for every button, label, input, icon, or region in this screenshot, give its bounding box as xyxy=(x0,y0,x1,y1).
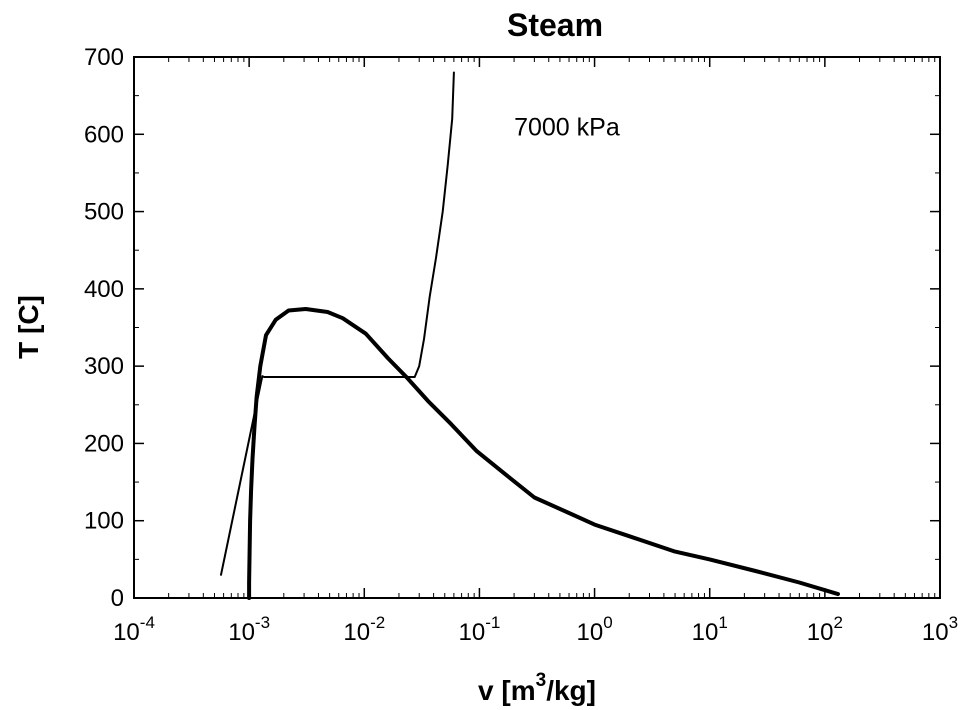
y-tick-label: 600 xyxy=(84,121,124,148)
series-layer xyxy=(220,71,840,600)
x-axis-label-prefix: v [m xyxy=(478,675,536,706)
y-tick-label: 400 xyxy=(84,276,124,303)
y-tick-label: 300 xyxy=(84,353,124,380)
x-tick-label: 10-2 xyxy=(343,613,385,646)
x-tick-label: 101 xyxy=(692,613,728,646)
x-axis-label-suffix: /kg] xyxy=(546,675,596,706)
axis-tick-labels: 10-4 10-3 10-2 10-1 100 101 102 103 0 100 200 300 40… xyxy=(84,44,958,646)
isobar-annotation: 7000 kPa xyxy=(514,114,620,142)
x-tick-label: 103 xyxy=(922,613,958,646)
y-tick-label: 100 xyxy=(84,508,124,535)
y-tick-label: 200 xyxy=(84,430,124,457)
x-tick-label: 10-4 xyxy=(113,613,155,646)
x-tick-label: 102 xyxy=(807,613,843,646)
x-tick-label: 10-1 xyxy=(459,613,501,646)
y-tick-label: 0 xyxy=(111,585,124,612)
isobar-line xyxy=(220,71,455,576)
y-tick-label: 700 xyxy=(84,44,124,71)
y-axis-label: T [C] xyxy=(13,295,44,359)
x-tick-label: 10-3 xyxy=(228,613,270,646)
x-axis-label: v [m3/kg] xyxy=(478,670,596,706)
saturation-dome-line xyxy=(247,307,840,600)
chart-title: Steam xyxy=(507,7,603,43)
x-axis-label-superscript: 3 xyxy=(536,670,547,691)
y-tick-label: 500 xyxy=(84,199,124,226)
x-tick-label: 100 xyxy=(576,613,612,646)
axis-ticks xyxy=(133,56,941,599)
